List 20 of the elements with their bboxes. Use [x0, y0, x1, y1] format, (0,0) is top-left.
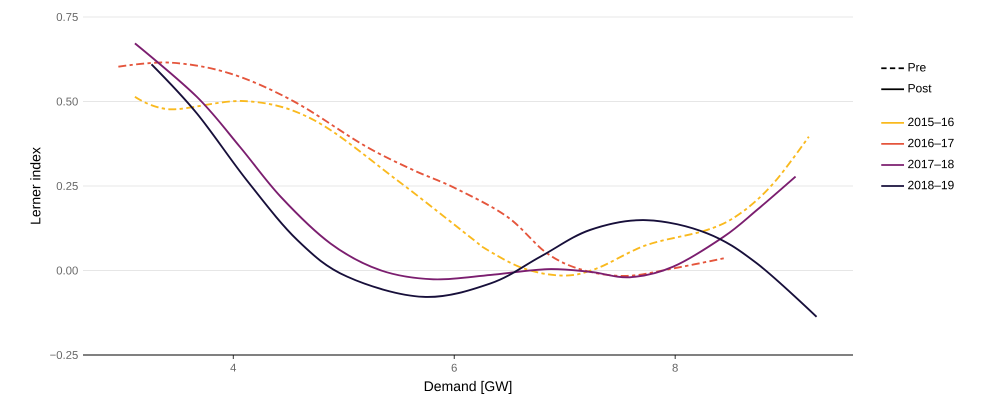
y-tick-label: 0.50	[56, 98, 78, 106]
legend-label: 2017–18	[908, 160, 954, 168]
y-tick-label: −0.25	[50, 350, 78, 360]
legend-label: 2016–17	[908, 138, 954, 148]
line-series	[134, 96, 810, 277]
y-tick-label: 0.75	[56, 13, 78, 22]
x-tick-label: 8	[672, 364, 678, 372]
legend-label: 2018–19	[908, 180, 954, 190]
x-tick-label: 4	[230, 364, 236, 372]
line-series	[134, 42, 797, 280]
x-tick-label: 6	[452, 364, 457, 372]
text: Post	[908, 84, 932, 92]
y-tick-label: 0.25	[56, 182, 78, 190]
text: Pre	[908, 63, 926, 72]
line-series	[150, 63, 818, 318]
y-axis-title: Lerner index	[30, 147, 40, 224]
line-series	[117, 62, 725, 277]
x-axis-title: Demand [GW]	[424, 380, 512, 394]
y-tick-label: 0.00	[56, 266, 78, 275]
legend-label: 2015–16	[908, 118, 954, 126]
